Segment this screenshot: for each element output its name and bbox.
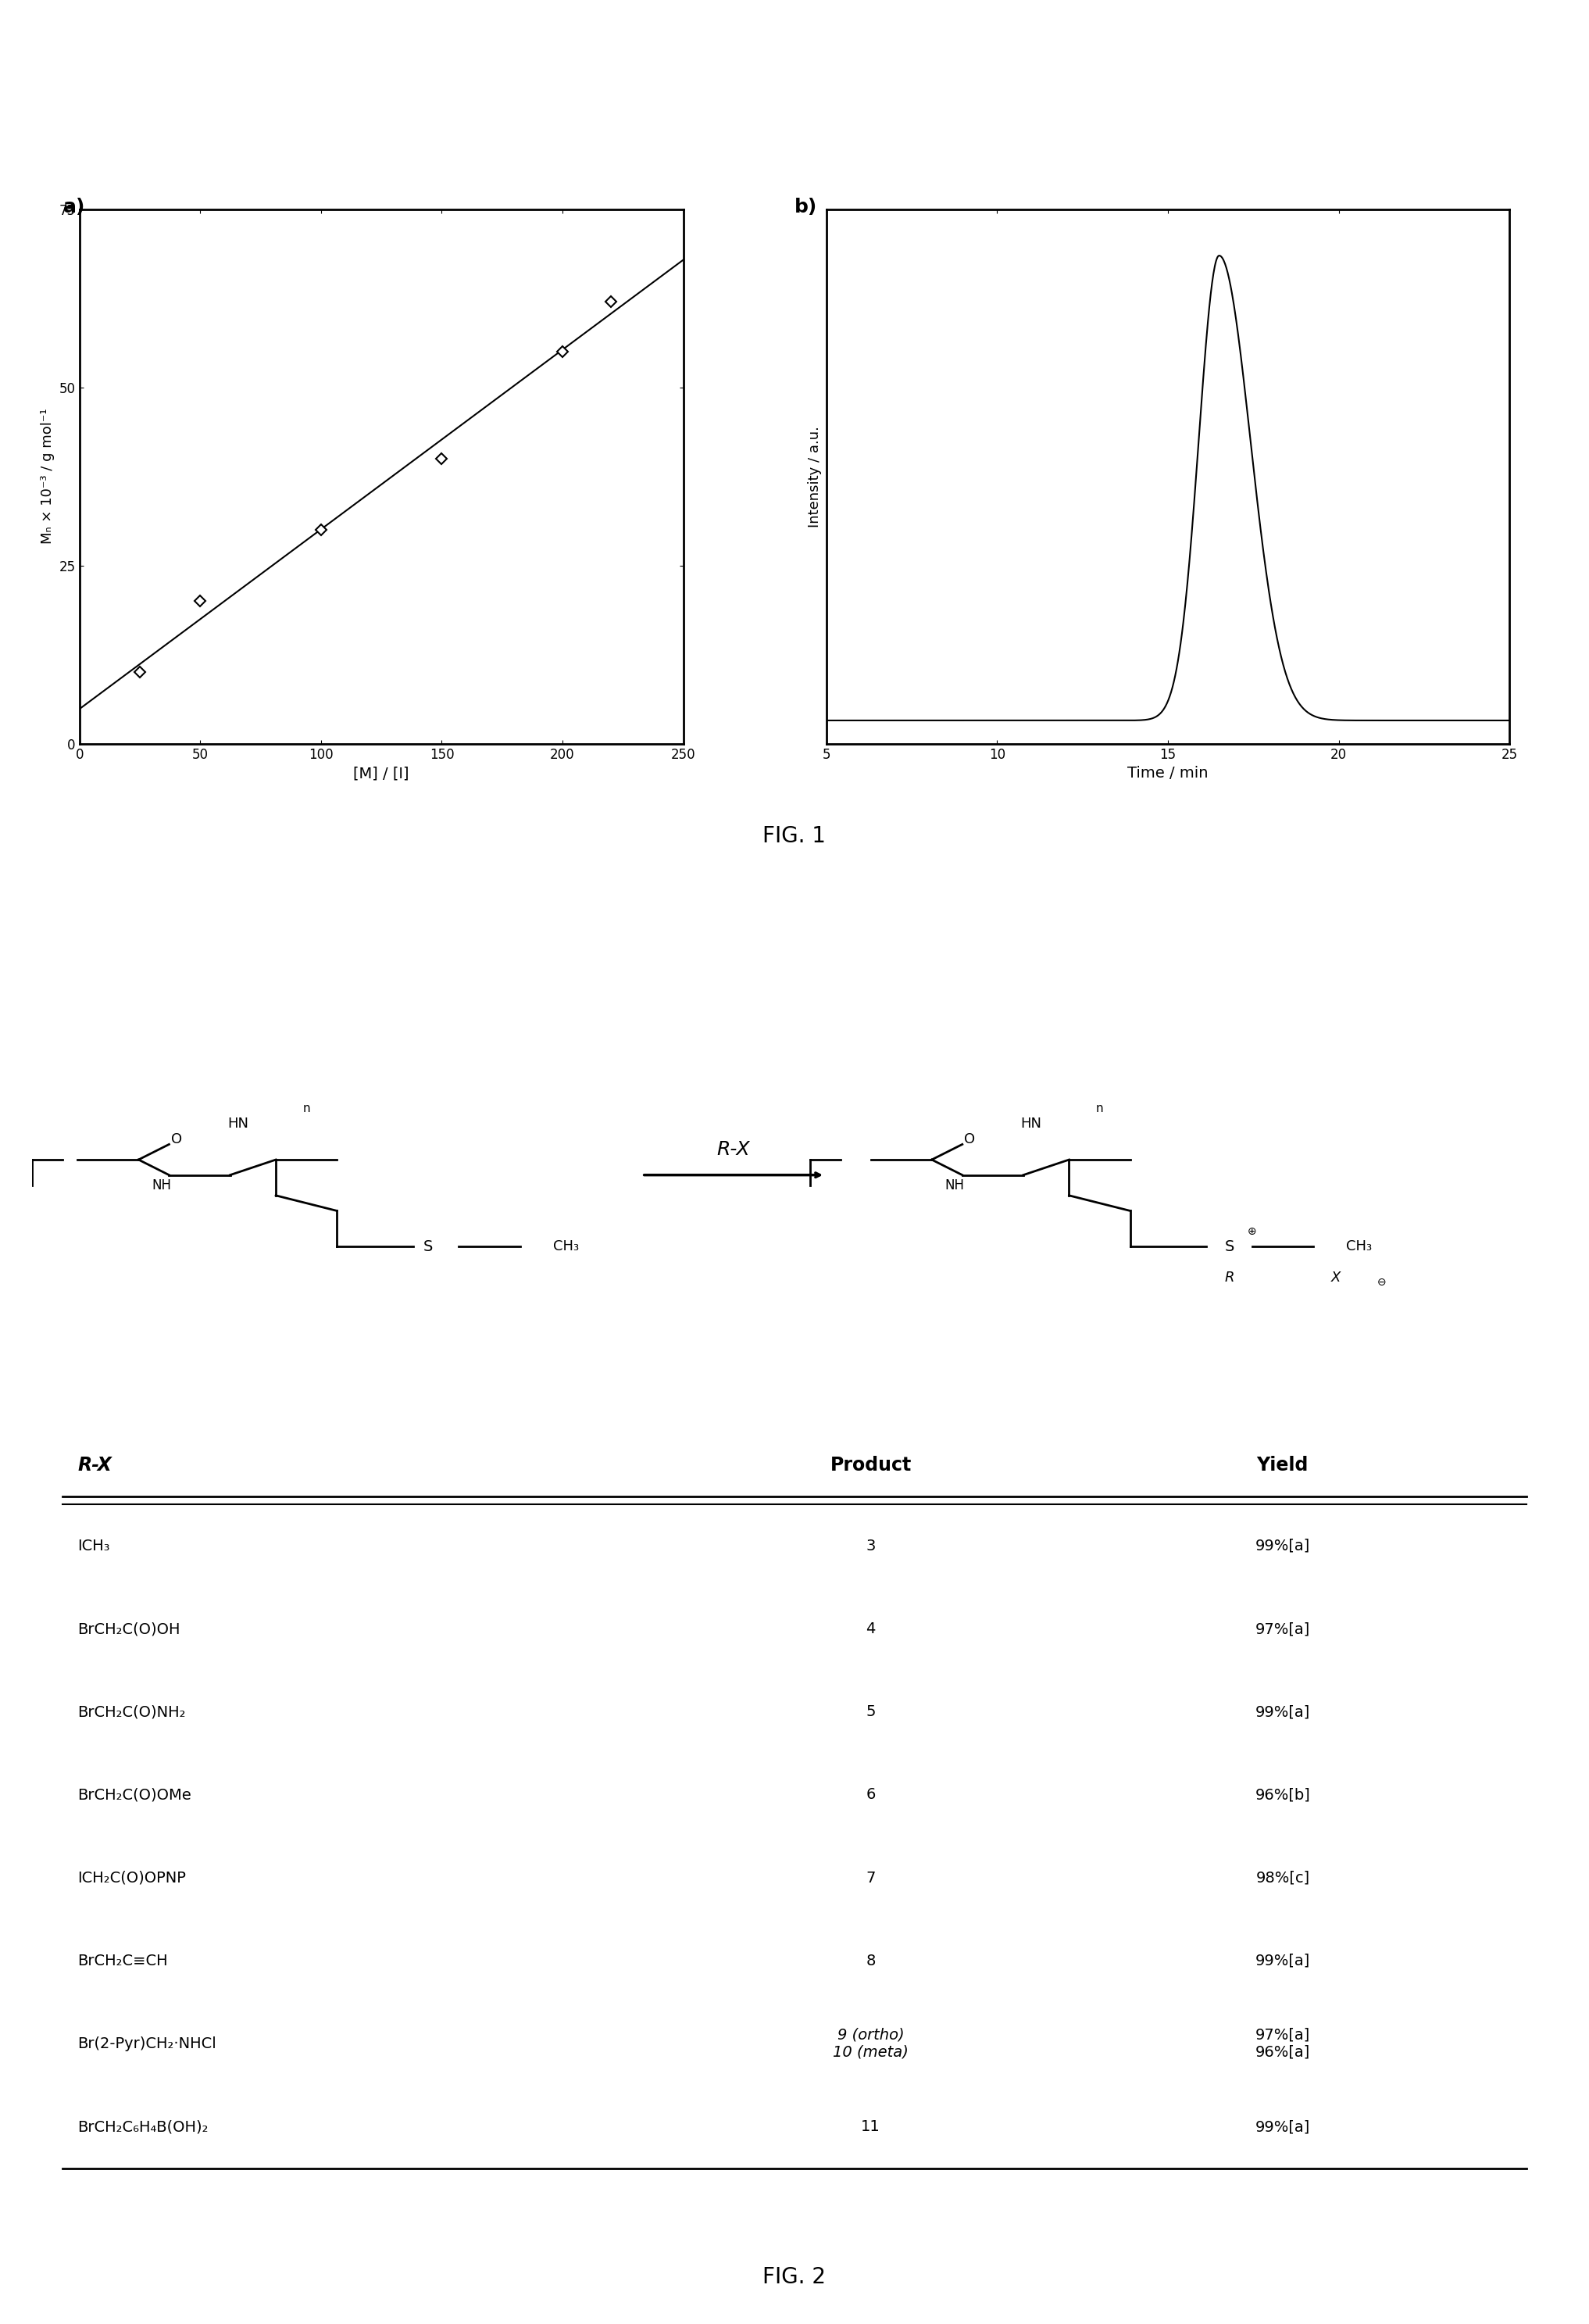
Text: ⊖: ⊖ xyxy=(1378,1276,1386,1287)
Text: R-X: R-X xyxy=(78,1455,111,1473)
Text: NH: NH xyxy=(151,1178,172,1192)
Text: ⊕: ⊕ xyxy=(1247,1225,1257,1236)
Text: 8: 8 xyxy=(866,1954,876,1968)
Text: R: R xyxy=(1225,1271,1235,1285)
Text: BrCH₂C(O)NH₂: BrCH₂C(O)NH₂ xyxy=(78,1703,186,1720)
Text: 99%[a]: 99%[a] xyxy=(1255,1703,1309,1720)
Text: Product: Product xyxy=(829,1455,912,1473)
Text: 99%[a]: 99%[a] xyxy=(1255,1954,1309,1968)
Text: 96%[b]: 96%[b] xyxy=(1255,1787,1311,1803)
X-axis label: Time / min: Time / min xyxy=(1128,767,1208,781)
Text: FIG. 1: FIG. 1 xyxy=(763,825,826,846)
Text: HN: HN xyxy=(1020,1118,1041,1132)
Text: HN: HN xyxy=(227,1118,248,1132)
Text: BrCH₂C(O)OH: BrCH₂C(O)OH xyxy=(78,1622,180,1636)
Text: 98%[c]: 98%[c] xyxy=(1255,1871,1309,1885)
Y-axis label: Intensity / a.u.: Intensity / a.u. xyxy=(807,425,822,528)
Text: 5: 5 xyxy=(866,1703,876,1720)
Text: CH₃: CH₃ xyxy=(1346,1239,1371,1253)
Text: BrCH₂C(O)OMe: BrCH₂C(O)OMe xyxy=(78,1787,191,1803)
X-axis label: [M] / [I]: [M] / [I] xyxy=(353,767,410,781)
Text: 3: 3 xyxy=(866,1538,876,1552)
Text: O: O xyxy=(172,1132,183,1146)
Text: 97%[a]
96%[a]: 97%[a] 96%[a] xyxy=(1255,2029,1309,2059)
Text: BrCH₂C≡CH: BrCH₂C≡CH xyxy=(78,1954,168,1968)
Text: NH: NH xyxy=(945,1178,965,1192)
Text: n: n xyxy=(1096,1102,1103,1116)
Text: ICH₂C(O)OPNP: ICH₂C(O)OPNP xyxy=(78,1871,186,1885)
Text: 9 (ortho)
10 (meta): 9 (ortho) 10 (meta) xyxy=(833,2029,909,2059)
Text: Yield: Yield xyxy=(1257,1455,1309,1473)
Text: n: n xyxy=(302,1102,310,1116)
Text: 4: 4 xyxy=(866,1622,876,1636)
Text: b): b) xyxy=(794,198,817,216)
Text: X: X xyxy=(1332,1271,1341,1285)
Text: ICH₃: ICH₃ xyxy=(78,1538,110,1552)
Y-axis label: Mₙ × 10⁻³ / g mol⁻¹: Mₙ × 10⁻³ / g mol⁻¹ xyxy=(41,409,54,544)
Text: O: O xyxy=(965,1132,976,1146)
Text: S: S xyxy=(1225,1239,1235,1255)
Text: CH₃: CH₃ xyxy=(553,1239,578,1253)
Text: R-X: R-X xyxy=(717,1141,750,1160)
Text: 99%[a]: 99%[a] xyxy=(1255,2119,1309,2133)
Text: 11: 11 xyxy=(861,2119,880,2133)
Text: Br(2-Pyr)CH₂·NHCl: Br(2-Pyr)CH₂·NHCl xyxy=(78,2036,216,2052)
Text: 6: 6 xyxy=(866,1787,876,1803)
Text: 7: 7 xyxy=(866,1871,876,1885)
Text: a): a) xyxy=(64,198,86,216)
Text: S: S xyxy=(424,1239,434,1255)
Text: 97%[a]: 97%[a] xyxy=(1255,1622,1309,1636)
Text: 99%[a]: 99%[a] xyxy=(1255,1538,1309,1552)
Text: FIG. 2: FIG. 2 xyxy=(763,2266,826,2287)
Text: BrCH₂C₆H₄B(OH)₂: BrCH₂C₆H₄B(OH)₂ xyxy=(78,2119,208,2133)
